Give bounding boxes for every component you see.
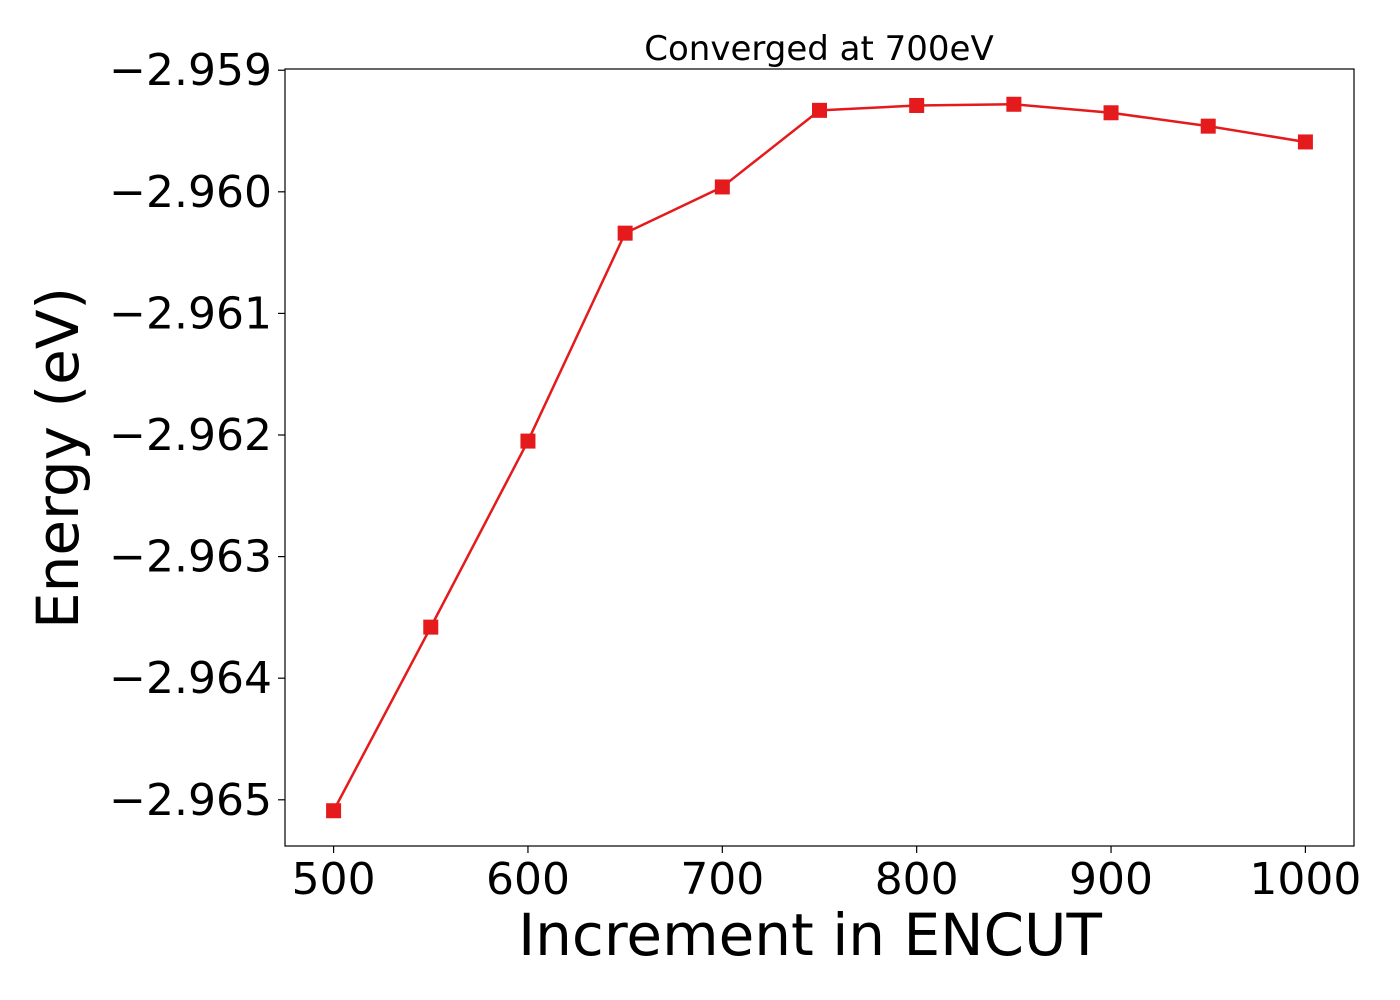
data-point-marker [812, 102, 827, 118]
x-axis-label: Increment in ENCUT [518, 901, 1102, 969]
data-point-marker [326, 803, 342, 819]
x-tick-label: 900 [1069, 854, 1153, 905]
x-tick-label: 500 [292, 854, 376, 905]
x-tick-label: 600 [486, 854, 570, 905]
data-point-marker [714, 179, 730, 195]
data-point-marker [520, 433, 536, 449]
data-point-marker [1103, 105, 1119, 121]
y-tick-label: −2.964 [109, 653, 272, 704]
data-point-marker [617, 225, 633, 241]
x-tick-label: 1000 [1249, 854, 1361, 905]
y-tick-label: −2.961 [109, 288, 272, 339]
data-point-marker [1006, 96, 1022, 112]
axes-frame [284, 68, 1355, 847]
chart-title: Converged at 700eV [644, 29, 993, 69]
y-tick-label: −2.963 [109, 532, 272, 583]
data-point-marker [1297, 134, 1313, 150]
x-tick-label: 700 [680, 854, 764, 905]
data-point-marker [909, 97, 925, 113]
data-point-marker [423, 619, 439, 635]
x-tick-label: 800 [875, 854, 959, 905]
y-axis-label: Energy (eV) [24, 287, 92, 629]
y-tick-label: −2.962 [109, 410, 272, 461]
y-tick-label: −2.960 [109, 167, 272, 218]
y-tick-label: −2.959 [109, 45, 272, 96]
plot-area: 500 600 700 800 900 1000 −2.959 −2.960 −2.961 −2.… [109, 45, 1361, 905]
series-line [332, 103, 1306, 812]
data-point-marker [1200, 118, 1216, 134]
y-tick-label: −2.965 [109, 775, 272, 826]
